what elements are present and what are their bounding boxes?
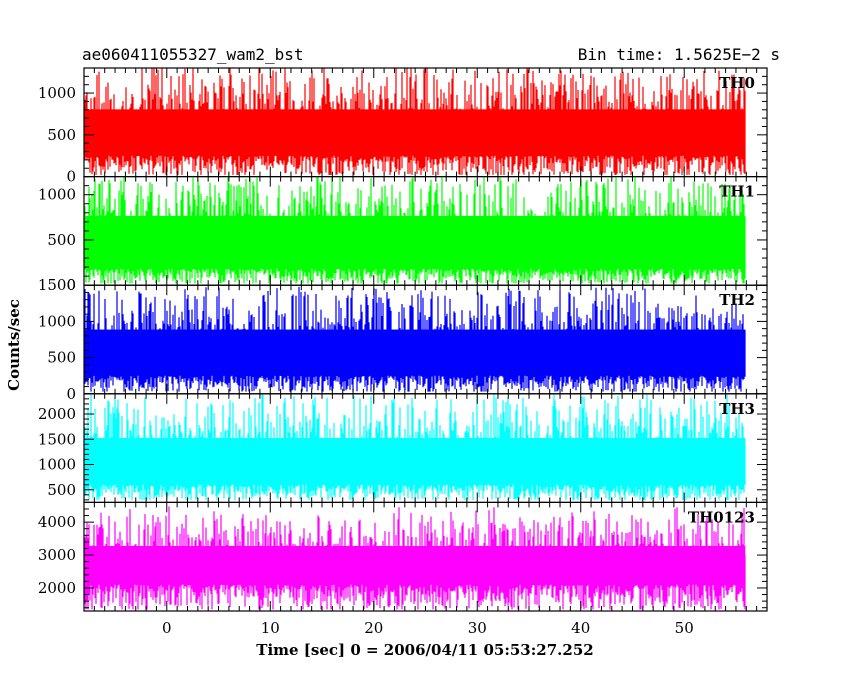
y-tick-label: 0 bbox=[66, 276, 76, 294]
series-th1 bbox=[84, 176, 746, 284]
y-tick-label: 1000 bbox=[38, 84, 76, 102]
y-tick-label: 4000 bbox=[38, 513, 76, 531]
y-tick-label: 0 bbox=[66, 385, 76, 403]
y-tick-label: 1000 bbox=[38, 186, 76, 204]
y-tick-label: 3000 bbox=[38, 546, 76, 564]
y-tick-label: 0 bbox=[66, 168, 76, 186]
y-tick-label: 500 bbox=[47, 126, 76, 144]
y-tick-label: 2000 bbox=[38, 579, 76, 597]
y-tick-label: 1000 bbox=[38, 456, 76, 474]
panel-label: TH3 bbox=[719, 400, 755, 418]
panels-group: 0 500 1000 TH0 0 500 1000 TH1 0 500 1000 1500 TH2 500… bbox=[38, 67, 768, 612]
panel-label: TH0123 bbox=[688, 508, 755, 526]
series-th0123 bbox=[84, 506, 746, 610]
y-tick-label: 2000 bbox=[38, 405, 76, 423]
x-axis-label: Time [sec] 0 = 2006/04/11 05:53:27.252 bbox=[256, 641, 593, 659]
panel-label: TH1 bbox=[719, 183, 755, 201]
y-tick-label: 1000 bbox=[38, 312, 76, 330]
y-tick-label: 1500 bbox=[38, 276, 76, 294]
panel-th0123: 2000 3000 4000 TH0123 bbox=[38, 501, 768, 612]
chart-title-left: ae060411055327_wam2_bst bbox=[82, 45, 304, 64]
y-tick-label: 1500 bbox=[38, 430, 76, 448]
panel-label: TH2 bbox=[719, 291, 755, 309]
panel-th3: 500 1000 1500 2000 TH3 bbox=[38, 393, 768, 503]
x-tick-label: 0 bbox=[162, 619, 172, 637]
panel-th0: 0 500 1000 TH0 bbox=[38, 67, 768, 186]
x-tick-label: 20 bbox=[364, 619, 383, 637]
chart-title-right: Bin time: 1.5625E−2 s bbox=[578, 45, 780, 64]
y-axis-label: Counts/sec bbox=[5, 299, 23, 391]
y-tick-label: 500 bbox=[47, 349, 76, 367]
series-th3 bbox=[84, 394, 746, 500]
panel-th2: 0 500 1000 1500 TH2 bbox=[38, 276, 768, 403]
series-th0 bbox=[84, 68, 746, 175]
series-th2 bbox=[84, 286, 746, 392]
x-axis-ticks: 0 10 20 30 40 50 bbox=[162, 619, 694, 637]
x-tick-label: 50 bbox=[675, 619, 694, 637]
y-tick-label: 500 bbox=[47, 231, 76, 249]
x-tick-label: 10 bbox=[261, 619, 280, 637]
x-tick-label: 30 bbox=[468, 619, 487, 637]
panel-label: TH0 bbox=[719, 74, 755, 92]
panel-th1: 0 500 1000 TH1 bbox=[38, 176, 768, 294]
x-tick-label: 40 bbox=[571, 619, 590, 637]
y-tick-label: 500 bbox=[47, 481, 76, 499]
